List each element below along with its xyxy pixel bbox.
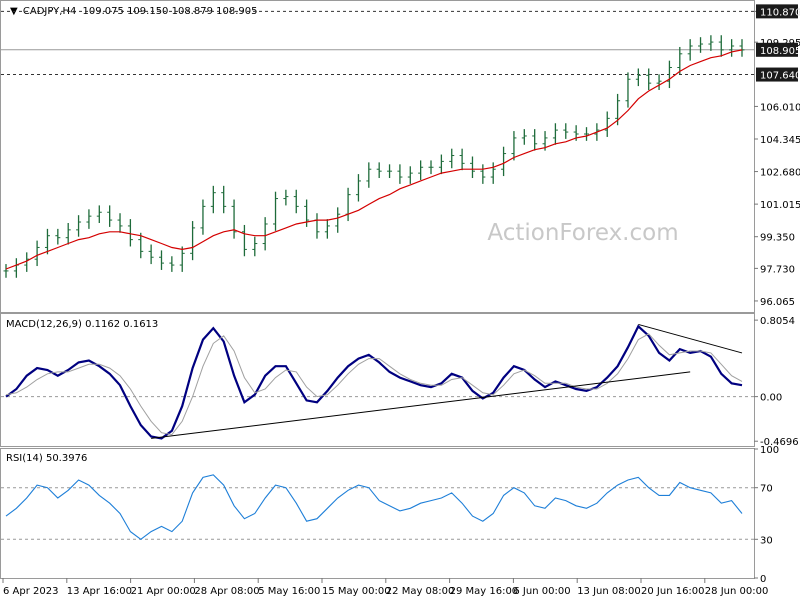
macd-y-tick-label: 0.00	[760, 393, 782, 404]
price-panel-frame	[0, 0, 755, 313]
price-y-tick-label: 99.350	[760, 233, 795, 244]
rsi-y-tick-label: 0	[760, 574, 766, 585]
macd-panel-frame	[0, 313, 755, 447]
rsi-panel-frame	[0, 448, 755, 579]
x-tick-label: 22 May 08:00	[386, 586, 455, 597]
axes: 110.870109.295106.010104.345102.680101.0…	[2, 4, 800, 597]
x-tick-label: 21 Apr 00:00	[131, 586, 196, 597]
price-y-tick-label: 96.065	[760, 297, 795, 308]
x-tick-label: 5 May 16:00	[258, 586, 320, 597]
watermark-text: ActionForex.com	[487, 220, 678, 246]
macd-line	[5, 324, 743, 440]
x-tick-label: 28 Jun 00:00	[705, 586, 769, 597]
price-y-tick-label: 102.680	[760, 168, 800, 179]
ema-line	[5, 49, 743, 270]
x-tick-label: 13 Jun 08:00	[577, 586, 641, 597]
x-tick-label: 28 Apr 08:00	[194, 586, 259, 597]
rsi-line	[5, 474, 743, 540]
macd-title: MACD(12,26,9) 0.1162 0.1613	[6, 319, 158, 330]
rsi-y-tick-label: 100	[760, 445, 779, 456]
rsi-y-tick-label: 70	[760, 484, 773, 495]
rsi-y-tick-label: 30	[760, 535, 773, 546]
price-y-tick-label: 104.345	[760, 135, 800, 146]
x-tick-label: 29 May 16:00	[450, 586, 519, 597]
price-tag-box	[756, 42, 798, 57]
x-tick-label: 13 Apr 16:00	[67, 586, 132, 597]
price-y-tick-label: 106.010	[760, 102, 800, 113]
macd-plot	[1, 323, 754, 440]
rsi-title: RSI(14) 50.3976	[6, 453, 87, 464]
price-tag-box	[756, 67, 798, 82]
x-tick-label: 6 Jun 00:00	[513, 586, 570, 597]
price-tag-label: 108.905	[760, 46, 800, 57]
price-tag-label: 110.870	[760, 7, 800, 18]
macd-trendline-1	[638, 323, 743, 354]
x-tick-label: 6 Apr 2023	[3, 586, 58, 597]
macd-y-tick-label: -0.4696	[760, 437, 799, 448]
rsi-plot	[1, 474, 754, 540]
price-y-tick-label: 97.730	[760, 264, 795, 275]
price-tag-label: 107.640	[760, 71, 800, 82]
macd-y-tick-label: 0.8054	[760, 316, 795, 327]
price-tag-box	[756, 4, 798, 19]
x-tick-label: 15 May 00:00	[322, 586, 391, 597]
price-plot	[1, 10, 754, 278]
macd-trendline-0	[151, 371, 691, 439]
signal-line	[5, 333, 743, 436]
x-tick-label: 20 Jun 16:00	[641, 586, 705, 597]
price-y-tick-label: 101.015	[760, 200, 800, 211]
